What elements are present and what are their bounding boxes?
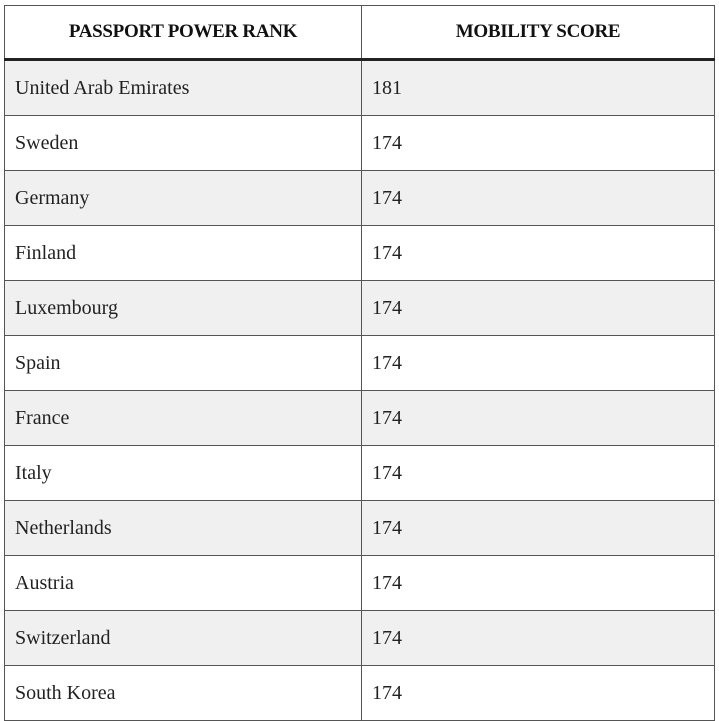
table-row: Germany 174 (4, 170, 715, 226)
table-row: South Korea 174 (4, 665, 715, 721)
table-row: Italy 174 (4, 445, 715, 501)
table-row: Finland 174 (4, 225, 715, 281)
table-row: Spain 174 (4, 335, 715, 391)
country-cell: Luxembourg (4, 280, 362, 336)
country-cell: Germany (4, 170, 362, 226)
table-row: Luxembourg 174 (4, 280, 715, 336)
score-cell: 174 (361, 170, 715, 226)
score-cell: 174 (361, 390, 715, 446)
country-cell: France (4, 390, 362, 446)
country-cell: Netherlands (4, 500, 362, 556)
table-row: Sweden 174 (4, 115, 715, 171)
score-cell: 174 (361, 225, 715, 281)
country-cell: South Korea (4, 665, 362, 721)
table-row: Austria 174 (4, 555, 715, 611)
country-cell: Switzerland (4, 610, 362, 666)
score-cell: 174 (361, 500, 715, 556)
table-row: Switzerland 174 (4, 610, 715, 666)
country-cell: Spain (4, 335, 362, 391)
score-cell: 174 (361, 555, 715, 611)
table: PASSPORT POWER RANK MOBILITY SCORE United… (4, 5, 715, 721)
score-cell: 174 (361, 665, 715, 721)
score-cell: 174 (361, 610, 715, 666)
score-cell: 174 (361, 445, 715, 501)
table-row: France 174 (4, 390, 715, 446)
page: {"table":{"header":["PASSPORT POWER RANK… (4, 5, 715, 721)
header-row: PASSPORT POWER RANK MOBILITY SCORE (4, 5, 715, 61)
country-cell: Sweden (4, 115, 362, 171)
score-cell: 174 (361, 335, 715, 391)
table-row: United Arab Emirates 181 (4, 59, 715, 116)
country-cell: United Arab Emirates (4, 59, 362, 116)
table-row: Netherlands 174 (4, 500, 715, 556)
score-cell: 174 (361, 280, 715, 336)
country-cell: Finland (4, 225, 362, 281)
score-cell: 181 (361, 59, 715, 116)
country-cell: Italy (4, 445, 362, 501)
country-cell: Austria (4, 555, 362, 611)
column-header: MOBILITY SCORE (361, 5, 715, 61)
score-cell: 174 (361, 115, 715, 171)
table-body: United Arab Emirates 181 Sweden 174 Germany 1… (4, 59, 715, 721)
column-header: PASSPORT POWER RANK (4, 5, 362, 61)
